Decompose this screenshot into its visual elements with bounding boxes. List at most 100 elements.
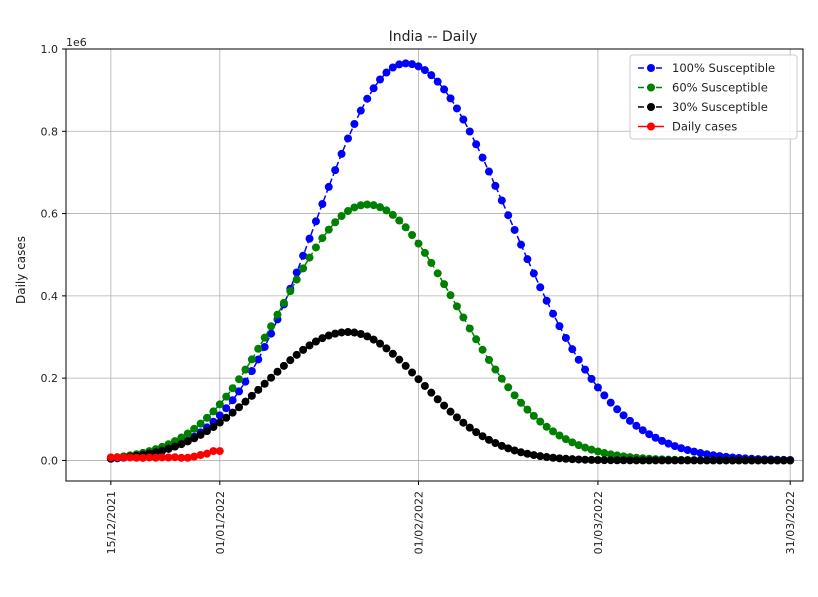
data-point [670, 456, 679, 465]
data-point [376, 339, 385, 348]
data-point [561, 333, 570, 342]
data-point [209, 447, 218, 456]
data-point [613, 456, 622, 465]
data-point [561, 435, 570, 444]
data-point [504, 444, 513, 453]
data-point [465, 127, 474, 136]
data-point [401, 59, 410, 68]
data-point [491, 181, 500, 190]
data-point [747, 456, 756, 465]
data-point [587, 445, 596, 454]
data-point [645, 456, 654, 465]
data-point [638, 456, 647, 465]
data-point [151, 453, 160, 462]
data-point [465, 324, 474, 333]
data-point [247, 355, 256, 364]
data-point [651, 456, 660, 465]
data-point [331, 218, 340, 227]
data-point [331, 329, 340, 338]
data-point [433, 77, 442, 86]
data-point [401, 223, 410, 232]
data-point [766, 456, 775, 465]
data-point [574, 441, 583, 450]
data-point [401, 361, 410, 370]
data-point [420, 66, 429, 75]
data-point [440, 280, 449, 289]
data-point [311, 217, 320, 226]
data-point [581, 365, 590, 374]
data-point [292, 350, 301, 359]
data-point [484, 355, 493, 364]
data-point [446, 291, 455, 300]
data-point [215, 447, 224, 456]
data-point [619, 411, 628, 420]
data-point [504, 211, 513, 220]
data-point [318, 234, 327, 243]
data-point [696, 449, 705, 458]
data-point [215, 411, 224, 420]
data-point [337, 328, 346, 337]
data-point [702, 450, 711, 459]
data-point [452, 302, 461, 311]
data-point [170, 453, 179, 462]
data-point [452, 413, 461, 422]
data-point [369, 335, 378, 344]
data-point [222, 404, 231, 413]
legend-marker [647, 103, 655, 111]
data-point [158, 453, 167, 462]
data-point [542, 453, 551, 462]
data-point [484, 435, 493, 444]
data-point [267, 329, 276, 338]
data-point [664, 456, 673, 465]
data-point [183, 453, 192, 462]
data-point [741, 456, 750, 465]
data-point [593, 447, 602, 456]
data-point [260, 379, 269, 388]
y-tick-label: 0.6 [41, 208, 59, 221]
data-point [568, 438, 577, 447]
legend: 100% Susceptible 60% Susceptible 30% Susce… [629, 54, 798, 140]
data-point [305, 341, 314, 350]
data-point [183, 429, 192, 438]
data-point [279, 298, 288, 307]
data-point [202, 413, 211, 422]
data-point [292, 268, 301, 277]
data-point [158, 446, 167, 455]
data-point [395, 216, 404, 225]
data-point [414, 375, 423, 384]
data-point [126, 453, 135, 462]
data-point [645, 430, 654, 439]
data-point [446, 94, 455, 103]
data-point [619, 456, 628, 465]
data-point [683, 456, 692, 465]
data-point [606, 456, 615, 465]
data-point [613, 405, 622, 414]
data-point [574, 355, 583, 364]
data-point [279, 361, 288, 370]
data-point [260, 342, 269, 351]
data-point [683, 446, 692, 455]
data-point [318, 334, 327, 343]
data-point [145, 453, 154, 462]
legend-label: Daily cases [672, 120, 737, 134]
data-point [472, 335, 481, 344]
data-point [734, 456, 743, 465]
data-point [549, 309, 558, 318]
data-point [164, 444, 173, 453]
data-point [183, 437, 192, 446]
data-point [600, 449, 609, 458]
data-point [106, 453, 115, 462]
x-tick-label: 15/12/2021 [105, 491, 118, 554]
data-point [177, 440, 186, 449]
data-point [164, 453, 173, 462]
data-point [690, 456, 699, 465]
data-point [658, 456, 667, 465]
data-point [408, 368, 417, 377]
data-point [311, 337, 320, 346]
data-point [388, 210, 397, 219]
data-point [356, 106, 365, 115]
data-point [773, 456, 782, 465]
data-point [414, 62, 423, 71]
y-offset-label: 1e6 [66, 36, 87, 49]
data-point [305, 253, 314, 262]
